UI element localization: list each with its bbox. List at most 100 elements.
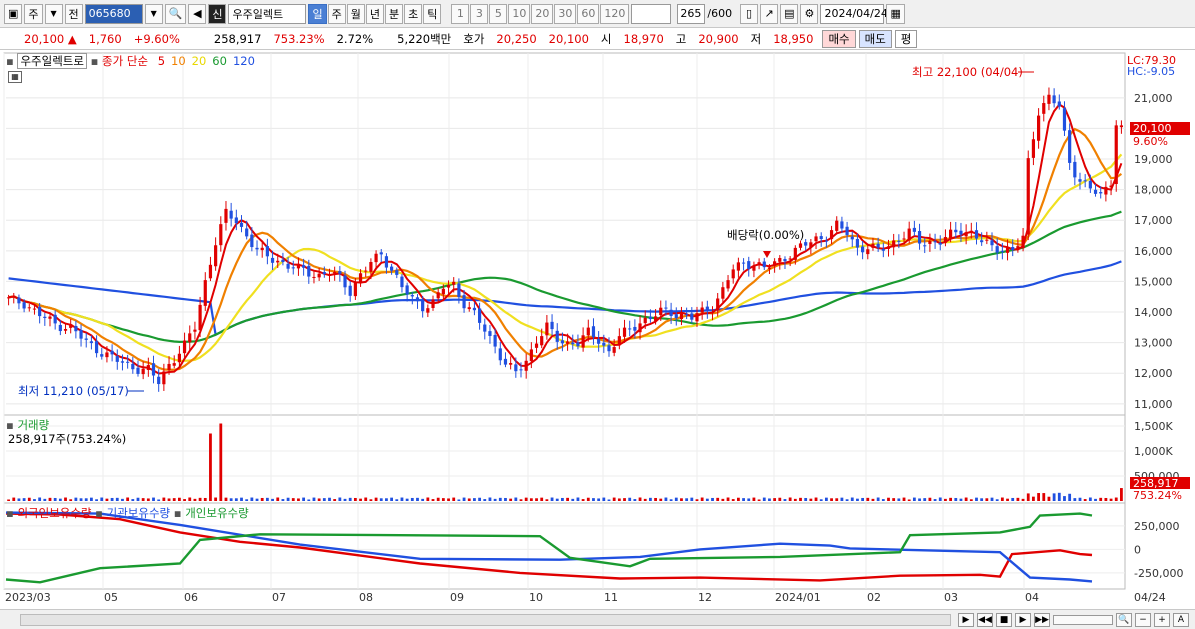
draw-tool-icon[interactable]: ↗: [760, 3, 779, 24]
candle-body: [198, 304, 202, 331]
code-dropdown-icon[interactable]: ▼: [144, 3, 163, 24]
interval-button-10[interactable]: 10: [508, 3, 531, 24]
volume-tag: 258,917: [1133, 477, 1179, 490]
gear-icon[interactable]: ⚙: [800, 3, 819, 24]
zoom-slider[interactable]: [1053, 614, 1113, 625]
calendar-icon[interactable]: ▦: [886, 3, 905, 24]
panel-bullet: ▪: [6, 54, 18, 68]
stock-code-input[interactable]: 065680: [84, 3, 143, 24]
candle-body: [100, 354, 104, 357]
candle-body: [136, 367, 140, 374]
candle-body: [296, 263, 301, 269]
prev-button[interactable]: 전: [64, 3, 83, 24]
prev-page-icon[interactable]: ◀◀: [977, 612, 993, 627]
volume-bar: [721, 498, 725, 501]
interval-button-20[interactable]: 20: [531, 3, 554, 24]
volume-bar: [493, 498, 497, 501]
candle-body: [788, 258, 792, 260]
font-size-icon[interactable]: A: [1173, 612, 1189, 627]
volume-bar: [436, 497, 440, 501]
candle-body: [188, 333, 192, 343]
interval-button-30[interactable]: 30: [554, 3, 577, 24]
volume-bar: [343, 498, 347, 501]
grid-toggle-icon[interactable]: ▦: [8, 71, 22, 83]
candle-body: [302, 265, 306, 268]
interval-button-1[interactable]: 1: [451, 3, 470, 24]
ma-label: 종가 단순: [102, 54, 149, 68]
volume-bar: [757, 499, 761, 501]
candle-body: [783, 258, 787, 262]
horizontal-scrollbar[interactable]: [20, 613, 951, 626]
period-tab-3[interactable]: 년: [365, 3, 384, 24]
volume-bar: [824, 497, 828, 501]
period-tab-6[interactable]: 틱: [423, 3, 442, 24]
date-axis-end-label: 04/24: [1134, 591, 1166, 604]
speaker-icon[interactable]: ◀: [188, 3, 207, 24]
interval-button-3[interactable]: 3: [470, 3, 489, 24]
next-page-icon[interactable]: ▶▶: [1034, 612, 1050, 627]
sell-button[interactable]: 매도: [858, 29, 892, 48]
volume-bar: [457, 499, 461, 501]
candle-body: [219, 224, 223, 246]
buy-button[interactable]: 매수: [822, 29, 856, 48]
period-tab-4[interactable]: 분: [384, 3, 404, 24]
volume-bar: [416, 497, 419, 501]
volume-bar: [700, 497, 704, 501]
period-tab-5[interactable]: 초: [404, 3, 423, 24]
chevron-down-icon[interactable]: ▼: [44, 3, 63, 24]
zoom-out-icon[interactable]: −: [1135, 612, 1151, 627]
volume-bar: [136, 497, 140, 501]
candle-body: [94, 341, 99, 354]
layout-icon[interactable]: ▣: [4, 3, 23, 24]
volume-value: 258,917주(753.24%): [8, 432, 127, 446]
moving-averages: [8, 103, 1123, 375]
candle-body: [664, 307, 668, 309]
volume-tag-bg: [1130, 477, 1190, 489]
period-tab-0[interactable]: 일: [308, 3, 327, 24]
period-tab-2[interactable]: 월: [346, 3, 365, 24]
stop-icon[interactable]: ■: [996, 612, 1012, 627]
panel-bullet: ▪: [6, 506, 18, 520]
volume-bar: [762, 497, 766, 501]
candle-body: [281, 259, 285, 263]
pct-tag: 9.60%: [1133, 135, 1168, 148]
eval-button[interactable]: 평: [894, 29, 918, 48]
chart-area[interactable]: 21,00020,00019,00018,00017,00016,00015,0…: [0, 51, 1195, 609]
candle-body: [710, 311, 715, 313]
play-icon[interactable]: ▶: [1015, 612, 1031, 627]
candle-body: [338, 271, 342, 274]
volume-bar: [773, 498, 777, 501]
volume-bar: [1037, 493, 1040, 501]
interval-button-5[interactable]: 5: [489, 3, 508, 24]
candle-body: [809, 242, 813, 248]
foreign-holding-label: 외국인보유수량: [17, 506, 92, 520]
period-tab-1[interactable]: 주: [327, 3, 346, 24]
candle-body: [741, 262, 746, 264]
candle-body: [840, 221, 844, 229]
chart-canvas[interactable]: 21,00020,00019,00018,00017,00016,00015,0…: [0, 51, 1195, 609]
candle-body: [1026, 158, 1030, 235]
candle-body: [1073, 161, 1077, 178]
interval-custom-input[interactable]: [631, 3, 672, 24]
volume-bar: [809, 498, 813, 501]
candle-body: [390, 266, 394, 271]
candle-type-icon[interactable]: ▯: [740, 3, 759, 24]
stock-title: 우주일렉트로: [17, 53, 87, 69]
date-input[interactable]: 2024/04/24: [820, 3, 888, 24]
zoom-in-icon[interactable]: +: [1154, 612, 1170, 627]
candle-body: [1062, 108, 1067, 131]
scroll-right-icon[interactable]: ▶: [958, 612, 974, 627]
current-price: 20,100 ▲: [0, 32, 83, 46]
market-type-select[interactable]: 주: [24, 3, 43, 24]
search-icon[interactable]: 🔍: [164, 3, 187, 24]
interval-button-60[interactable]: 60: [577, 3, 600, 24]
volume-bar: [649, 497, 652, 501]
volume-bar: [969, 499, 973, 501]
volume-bar: [431, 499, 435, 501]
zoom-search-icon[interactable]: 🔍: [1116, 612, 1132, 627]
save-icon[interactable]: ▤: [780, 3, 799, 24]
interval-button-120[interactable]: 120: [600, 3, 630, 24]
candle-body: [84, 338, 88, 340]
bar-count-input[interactable]: 265: [677, 3, 706, 24]
